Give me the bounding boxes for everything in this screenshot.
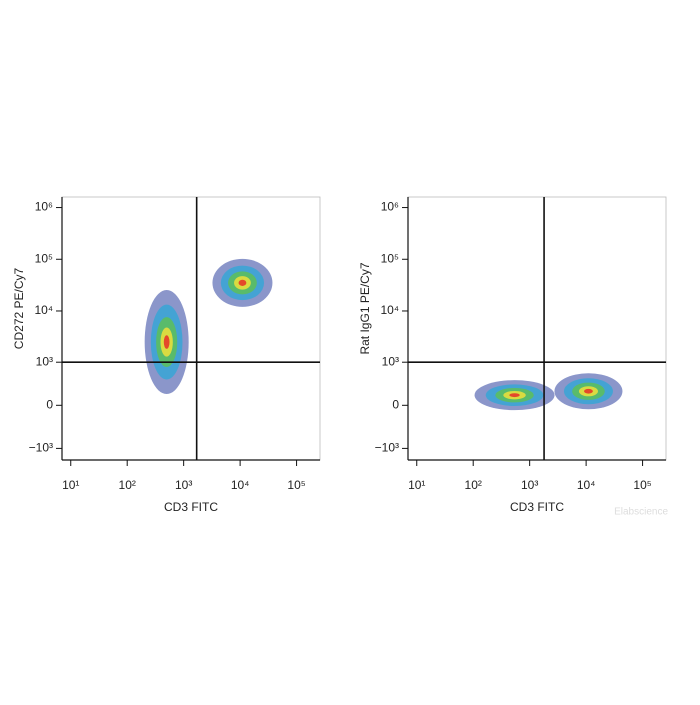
y-tick-label: −10³: [375, 441, 399, 455]
y-tick-label: 10⁵: [381, 251, 399, 265]
y-tick-label: 10³: [36, 354, 53, 368]
y-tick-label: 10⁶: [35, 200, 53, 214]
plot-area: [474, 373, 623, 411]
population-density: [584, 388, 593, 394]
y-tick-label: 0: [46, 397, 53, 411]
y-axis-title: Rat IgG1 PE/Cy7: [358, 262, 372, 354]
x-tick-label: 10²: [119, 478, 136, 492]
y-axis-title: CD272 PE/Cy7: [12, 267, 26, 349]
y-tick-label: 10⁶: [381, 200, 399, 214]
y-tick-label: 0: [392, 397, 399, 411]
x-tick-label: 10⁴: [231, 478, 250, 492]
x-tick-label: 10¹: [62, 478, 79, 492]
y-tick-label: 10³: [382, 354, 399, 368]
x-tick-label: 10⁵: [633, 478, 651, 492]
x-tick-label: 10⁴: [577, 478, 596, 492]
watermark: Elabscience: [614, 507, 668, 518]
plot-area: [144, 258, 273, 395]
x-tick-label: 10²: [465, 478, 482, 492]
x-axis-title: CD3 FITC: [510, 500, 564, 514]
population-density: [509, 393, 520, 398]
x-axis-title: CD3 FITC: [164, 500, 218, 514]
y-tick-label: 10⁴: [34, 303, 53, 317]
x-tick-label: 10⁵: [287, 478, 305, 492]
x-tick-label: 10¹: [408, 478, 425, 492]
y-tick-label: 10⁴: [380, 303, 399, 317]
population-density: [163, 335, 170, 349]
x-tick-label: 10³: [175, 478, 192, 492]
y-tick-label: 10⁵: [35, 251, 53, 265]
population-density: [238, 279, 247, 286]
y-tick-label: −10³: [29, 441, 53, 455]
x-tick-label: 10³: [521, 478, 538, 492]
